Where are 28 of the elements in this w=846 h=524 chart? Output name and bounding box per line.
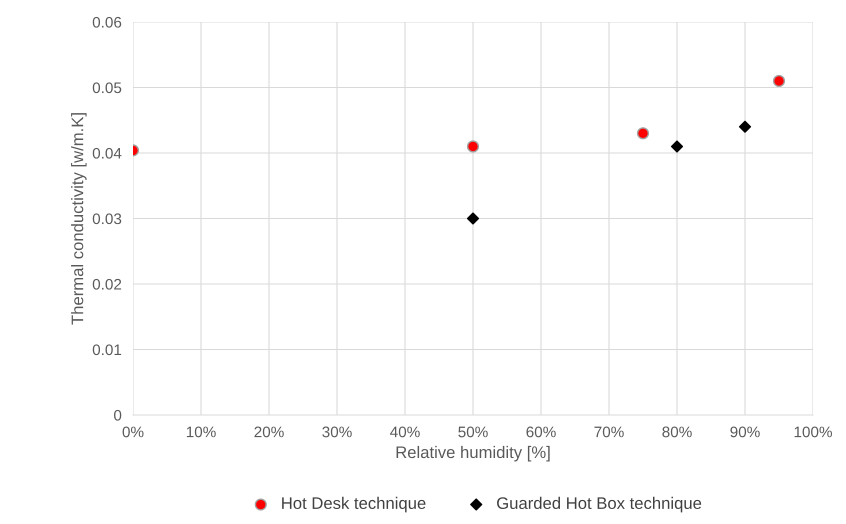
legend-label: Guarded Hot Box technique [497, 496, 702, 512]
point [738, 120, 752, 133]
point [772, 74, 786, 88]
x-axis-title: Relative humidity [%] [396, 446, 550, 462]
point [466, 212, 480, 225]
point [670, 140, 684, 153]
point [466, 140, 480, 153]
x-tick-label: 0% [122, 426, 144, 438]
y-tick-label: 0 [114, 410, 122, 421]
y-axis-title: Thermal conductivity [w/m.K] [71, 113, 87, 325]
y-tick-label: 0.02 [92, 278, 122, 290]
x-tick-label: 30% [322, 426, 352, 438]
x-tick-label: 100% [794, 426, 832, 438]
point [636, 127, 650, 140]
y-tick-label: 0.03 [92, 213, 122, 224]
x-tick-label: 50% [458, 426, 488, 438]
x-tick-label: 20% [254, 426, 284, 438]
y-tick-label: 0.01 [92, 344, 122, 356]
x-tick-label: 10% [186, 426, 216, 438]
x-tick-label: 70% [594, 426, 624, 438]
x-tick-label: 40% [390, 426, 420, 438]
x-tick-label: 90% [730, 426, 760, 438]
y-tick-label: 0.04 [92, 148, 122, 159]
y-tick-label: 0.06 [92, 16, 122, 28]
x-tick-label: 80% [662, 426, 692, 438]
legend-label: Hot Desk technique [282, 496, 426, 512]
y-tick-label: 0.05 [92, 82, 122, 94]
x-tick-label: 60% [526, 426, 556, 438]
